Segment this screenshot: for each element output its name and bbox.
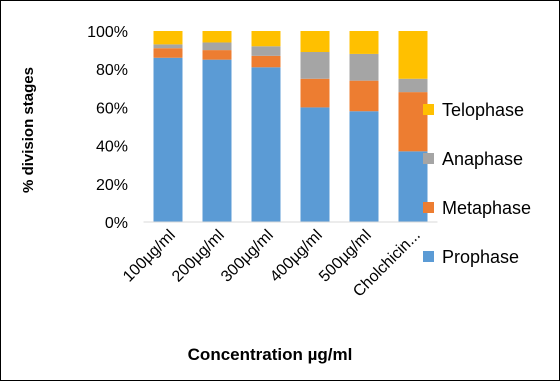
bars-layer	[153, 31, 428, 223]
y-tick-label: 80%	[96, 62, 128, 79]
y-tick-label: 0%	[105, 215, 128, 232]
x-tick-label: 200µg/ml	[169, 227, 228, 286]
bar-telophase-400-g-ml	[300, 31, 330, 53]
legend-label-prophase: Prophase	[442, 247, 519, 267]
legend-label-telophase: Telophase	[442, 100, 524, 120]
x-tick-labels: 100µg/ml200µg/ml300µg/ml400µg/ml500µg/ml…	[120, 227, 424, 301]
bar-prophase-400-g-ml	[300, 107, 330, 222]
bar-anaphase-400-g-ml	[300, 52, 330, 79]
y-tick-labels: 0% 20% 40% 60% 80% 100%	[87, 24, 128, 232]
legend-label-metaphase: Metaphase	[442, 198, 531, 218]
y-tick-label: 40%	[96, 139, 128, 156]
legend-swatch-telophase	[423, 104, 434, 115]
bar-prophase-100-g-ml	[153, 57, 183, 222]
bar-metaphase-200-g-ml	[202, 50, 232, 60]
bar-telophase-300-g-ml	[251, 31, 281, 47]
bar-metaphase-100-g-ml	[153, 48, 183, 58]
bar-telophase-cholchicin	[398, 31, 428, 79]
bar-prophase-200-g-ml	[202, 59, 232, 223]
legend-swatch-prophase	[423, 251, 434, 262]
x-axis-title: Concentration µg/ml	[188, 345, 353, 364]
x-tick-label: 400µg/ml	[267, 227, 326, 286]
y-tick-label: 60%	[96, 100, 128, 117]
y-tick-label: 100%	[87, 24, 128, 41]
bar-telophase-200-g-ml	[202, 31, 232, 43]
bar-metaphase-400-g-ml	[300, 78, 330, 108]
bar-anaphase-100-g-ml	[153, 44, 183, 49]
y-tick-label: 20%	[96, 177, 128, 194]
legend-swatch-anaphase	[423, 153, 434, 164]
bar-telophase-100-g-ml	[153, 31, 183, 45]
bar-metaphase-cholchicin	[398, 92, 428, 152]
bar-prophase-500-g-ml	[349, 111, 379, 222]
legend-label-anaphase: Anaphase	[442, 149, 523, 169]
x-tick-label: 100µg/ml	[120, 227, 179, 286]
bar-anaphase-500-g-ml	[349, 53, 379, 81]
legend-swatch-metaphase	[423, 202, 434, 213]
y-axis-title: % division stages	[20, 67, 37, 193]
x-tick-label: 300µg/ml	[218, 227, 277, 286]
legend: Telophase Anaphase Metaphase Prophase	[423, 100, 531, 267]
bar-telophase-500-g-ml	[349, 31, 379, 54]
bar-anaphase-200-g-ml	[202, 42, 232, 51]
bar-metaphase-500-g-ml	[349, 80, 379, 112]
bar-metaphase-300-g-ml	[251, 55, 281, 68]
bar-anaphase-300-g-ml	[251, 46, 281, 56]
bar-prophase-300-g-ml	[251, 67, 281, 222]
bar-anaphase-cholchicin	[398, 78, 428, 93]
bar-prophase-cholchicin	[398, 151, 428, 222]
